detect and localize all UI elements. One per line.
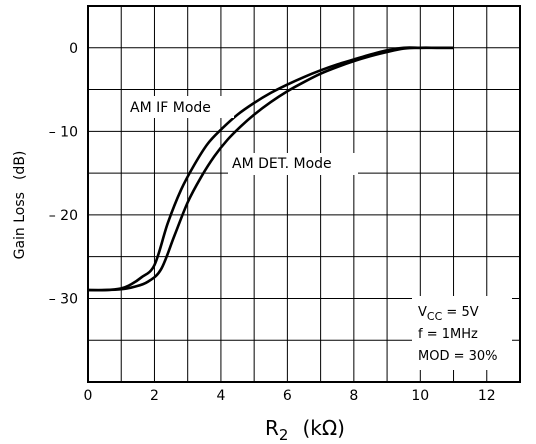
annotation-am-if-mode: AM IF Mode [130, 100, 211, 116]
x-tick-label: 12 [478, 388, 496, 404]
condition-vcc: VCC = 5V [418, 305, 479, 323]
y-tick-label: – 10 [49, 124, 78, 140]
tick-labels: 0 2 4 6 8 10 12 0 – 10 – 20 – 30 [49, 41, 496, 404]
series-line-am-if-mode [87, 46, 454, 292]
x-tick-label: 0 [84, 388, 93, 404]
x-tick-label: 2 [150, 388, 159, 404]
y-tick-label: 0 [69, 41, 78, 57]
if-label-bg [126, 96, 234, 118]
det-label-bg [228, 153, 358, 175]
y-tick-label: – 20 [49, 208, 78, 224]
x-tick-label: 8 [349, 388, 358, 404]
conditions-box [412, 296, 512, 370]
condition-frequency: f = 1MHz [418, 327, 478, 342]
plot-frame [87, 5, 521, 383]
series-line-am-det-mode [87, 46, 454, 292]
y-tick-label: – 30 [49, 291, 78, 307]
y-axis-label: Gain Loss(dB) [12, 151, 28, 260]
series-layer [87, 46, 454, 292]
x-axis-label: R2 (kΩ) [265, 416, 345, 444]
annotation-am-det-mode: AM DET. Mode [232, 156, 332, 172]
x-tick-label: 6 [283, 388, 292, 404]
x-tick-label: 10 [411, 388, 429, 404]
condition-modulation: MOD = 30% [418, 349, 498, 364]
x-tick-label: 4 [216, 388, 225, 404]
